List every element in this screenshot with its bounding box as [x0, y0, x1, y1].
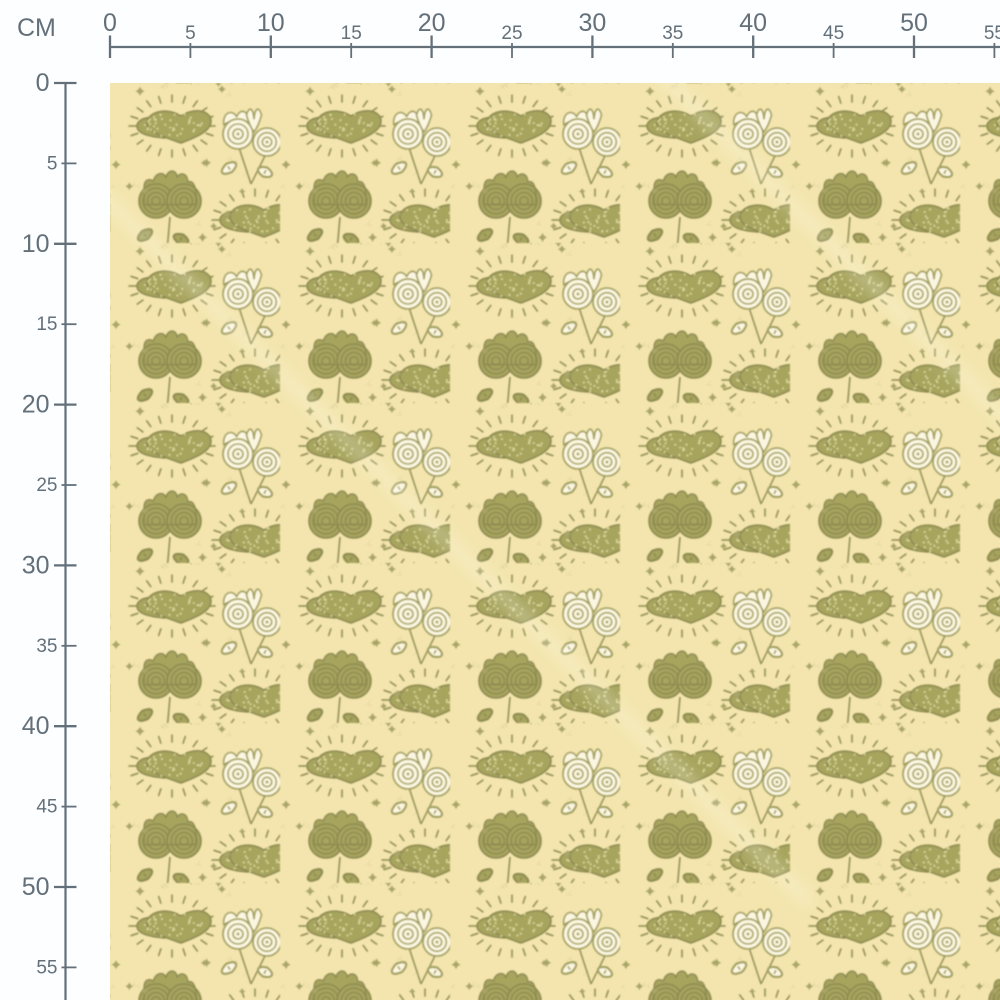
svg-text:30: 30	[22, 551, 50, 579]
svg-text:25: 25	[36, 475, 57, 496]
svg-text:5: 5	[47, 153, 58, 174]
svg-text:50: 50	[900, 9, 928, 37]
svg-text:55: 55	[984, 23, 1000, 44]
svg-text:20: 20	[22, 391, 50, 419]
svg-text:40: 40	[739, 9, 767, 37]
svg-text:35: 35	[36, 636, 57, 657]
svg-text:0: 0	[103, 9, 117, 37]
svg-text:35: 35	[662, 23, 683, 44]
svg-text:10: 10	[257, 9, 285, 37]
svg-text:0: 0	[36, 69, 50, 97]
svg-text:30: 30	[578, 9, 606, 37]
svg-text:40: 40	[22, 712, 50, 740]
svg-text:20: 20	[418, 9, 446, 37]
svg-text:5: 5	[185, 23, 196, 44]
svg-text:50: 50	[22, 873, 50, 901]
svg-text:10: 10	[22, 230, 50, 258]
svg-text:45: 45	[823, 23, 844, 44]
svg-text:25: 25	[501, 23, 522, 44]
svg-text:55: 55	[36, 957, 57, 978]
svg-text:45: 45	[36, 797, 57, 818]
svg-text:15: 15	[36, 314, 57, 335]
svg-text:15: 15	[341, 23, 362, 44]
